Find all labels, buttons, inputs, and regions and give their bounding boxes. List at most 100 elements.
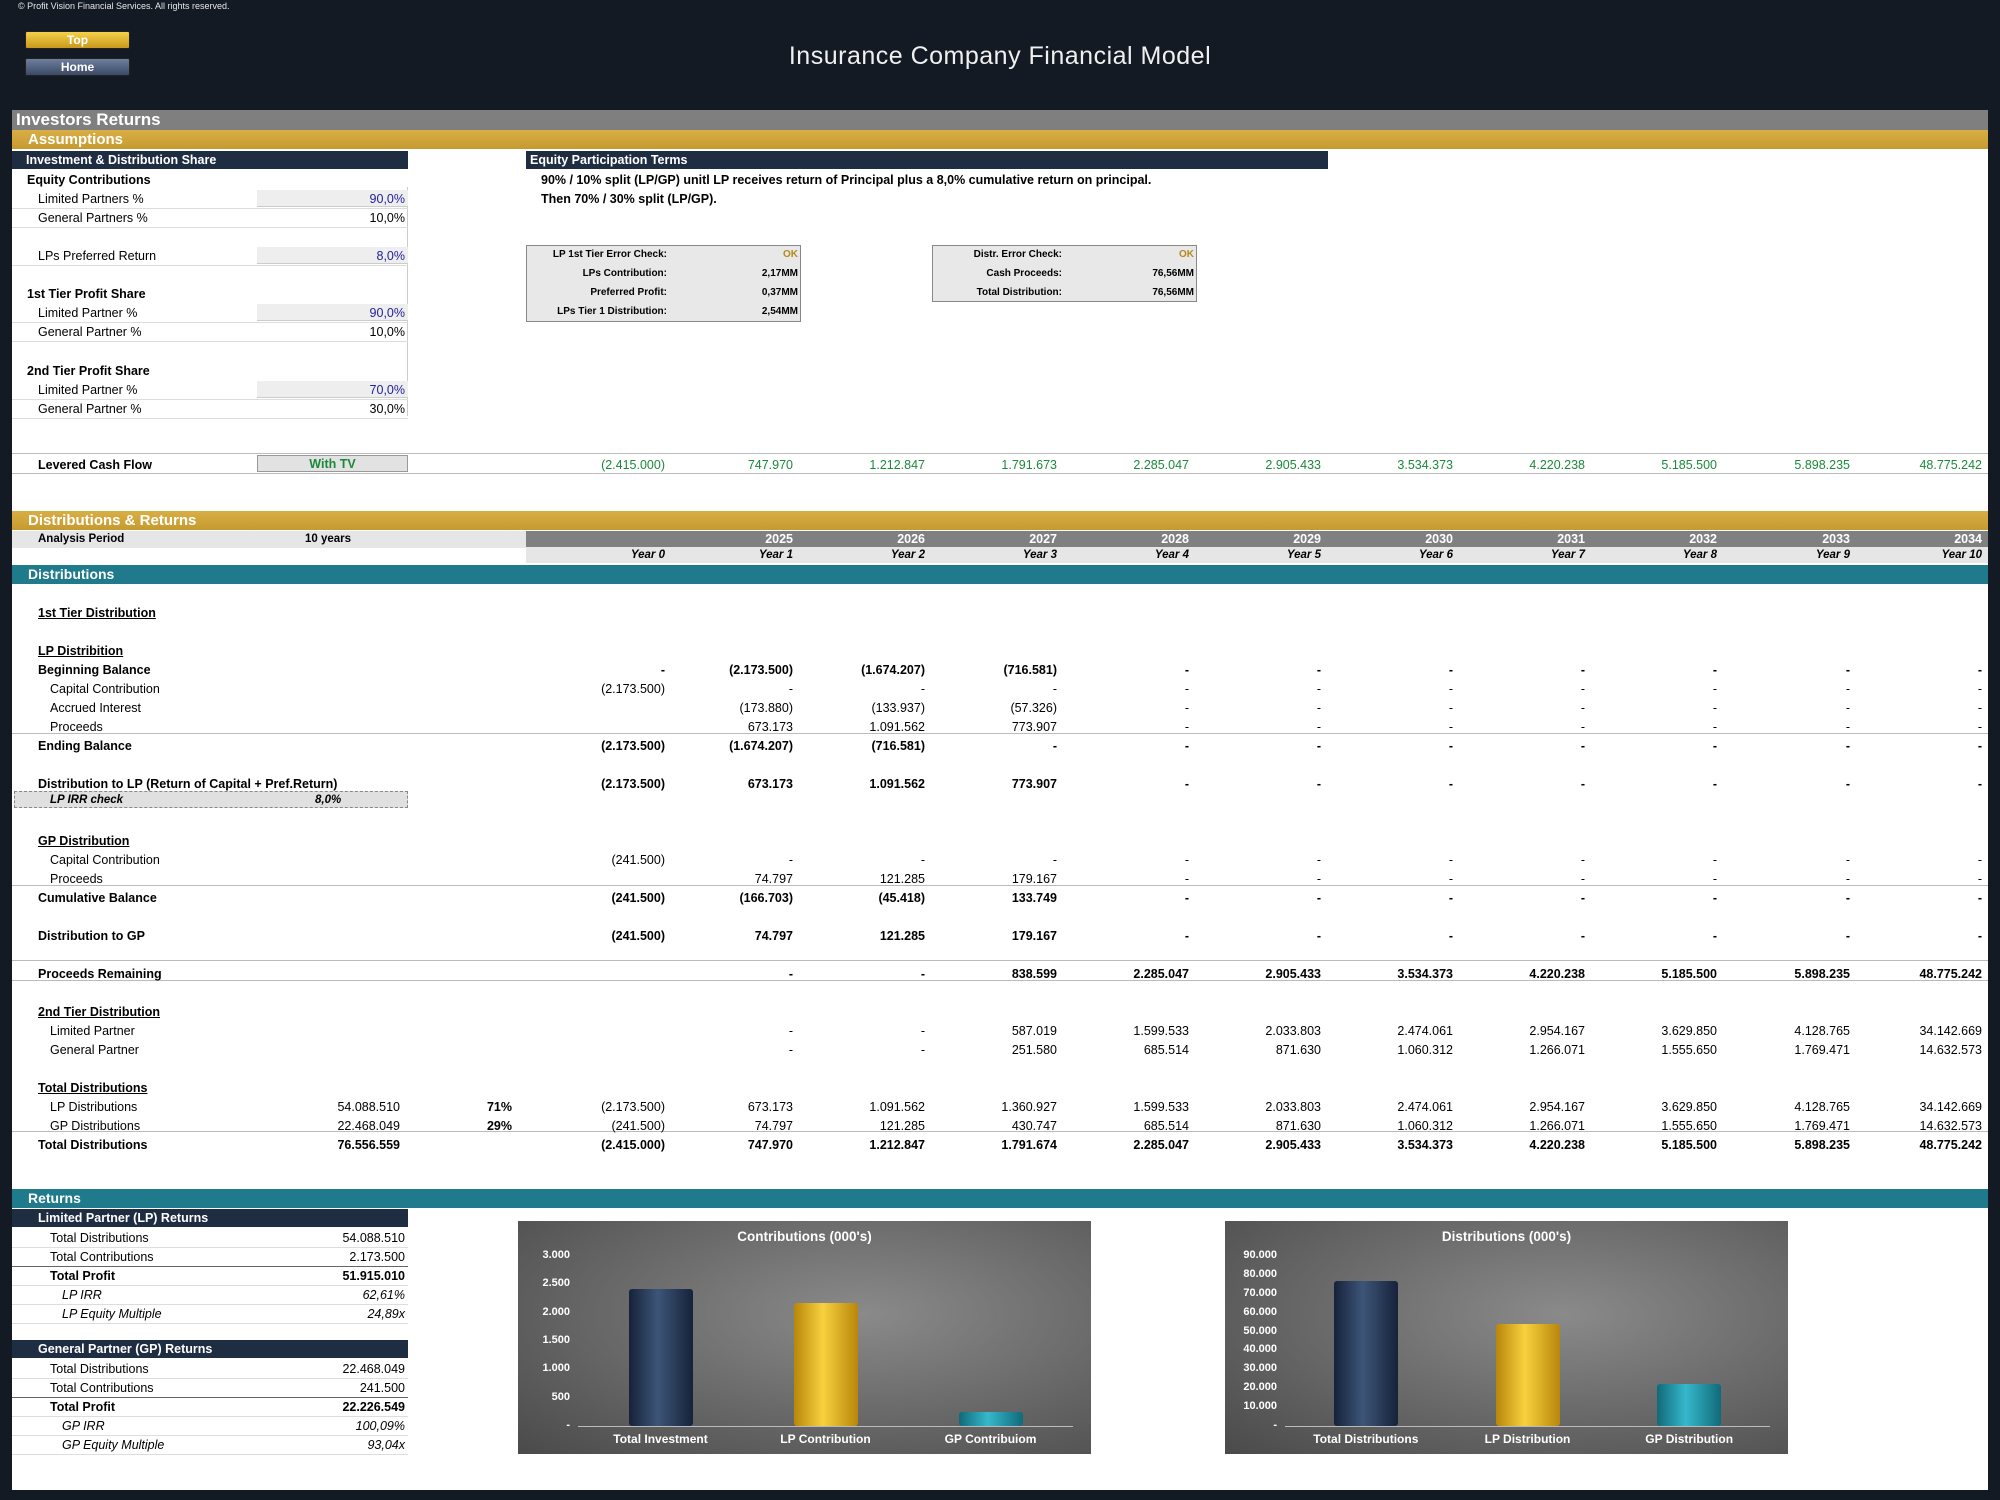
value-cell: -	[1580, 739, 1585, 753]
value-cell: (716.581)	[871, 739, 925, 753]
value-cell: -	[1845, 872, 1850, 886]
row-label: Proceeds Remaining	[38, 967, 162, 981]
row-label: LP Distributions	[50, 1100, 138, 1114]
y-tick-label: -	[1273, 1419, 1277, 1431]
levered-option-select[interactable]: With TV	[257, 455, 408, 472]
input-cell[interactable]	[257, 190, 408, 207]
value-cell: (241.500)	[611, 929, 665, 943]
value-cell: -	[1316, 929, 1321, 943]
check-label: Cash Proceeds:	[986, 268, 1062, 279]
check-label: LPs Contribution:	[582, 268, 667, 279]
value-cell: 1.555.650	[1661, 1119, 1717, 1133]
equity-terms-line2: Then 70% / 30% split (LP/GP).	[541, 192, 717, 206]
value-cell: (2.415.000)	[601, 458, 665, 472]
value-cell: -	[1977, 929, 1982, 943]
check-value: 76,56MM	[1152, 287, 1194, 298]
returns-value: 100,09%	[355, 1419, 405, 1433]
gp-returns-header: General Partner (GP) Returns	[12, 1340, 408, 1358]
check-label: Distr. Error Check:	[973, 249, 1062, 260]
value-cell: 2.285.047	[1133, 967, 1189, 981]
value-cell: -	[1712, 929, 1717, 943]
value-cell: (241.500)	[611, 891, 665, 905]
bar	[793, 1302, 858, 1426]
value-cell: 1.091.562	[869, 720, 925, 734]
check-label: Total Distribution:	[976, 287, 1062, 298]
equity-participation-header: Equity Participation Terms	[526, 151, 1328, 169]
input-cell[interactable]	[257, 304, 408, 321]
value-cell: -	[1448, 663, 1453, 677]
value-cell: 1.266.071	[1529, 1119, 1585, 1133]
home-button[interactable]: Home	[25, 58, 130, 76]
year-index: Year 3	[1022, 549, 1057, 561]
value-cell: -	[1580, 929, 1585, 943]
value-cell: -	[1184, 739, 1189, 753]
row-divider	[12, 1454, 408, 1455]
value-cell: -	[1448, 891, 1453, 905]
value-cell: -	[1712, 777, 1717, 791]
value-cell: 179.167	[1011, 872, 1057, 886]
gp-distribution-title: GP Distribution	[38, 834, 130, 848]
row-label: Total Distributions	[38, 1138, 148, 1152]
value-cell: 4.220.238	[1529, 1138, 1585, 1152]
value-cell: 5.185.500	[1661, 1138, 1717, 1152]
row-divider	[12, 208, 408, 209]
row-label: Proceeds	[50, 720, 103, 734]
row-divider	[12, 1323, 408, 1324]
returns-value: 24,89x	[367, 1307, 405, 1321]
value-cell: (241.500)	[611, 1119, 665, 1133]
value-cell: 1.060.312	[1397, 1043, 1453, 1057]
value-cell: 2.285.047	[1133, 458, 1189, 472]
value-cell: -	[1316, 853, 1321, 867]
value-cell: 121.285	[879, 929, 925, 943]
year-index: Year 0	[630, 549, 665, 561]
input-cell[interactable]	[257, 247, 408, 264]
value-cell: 5.898.235	[1794, 458, 1850, 472]
top-button[interactable]: Top	[25, 31, 130, 49]
value-cell: 747.970	[747, 458, 793, 472]
value-cell: 4.220.238	[1529, 967, 1585, 981]
value-cell: -	[1580, 682, 1585, 696]
year-label: 2030	[1425, 532, 1453, 546]
value-cell: -	[1316, 872, 1321, 886]
row-divider	[12, 1397, 408, 1398]
value-cell: (2.415.000)	[601, 1138, 665, 1152]
value-cell: -	[1845, 663, 1850, 677]
value-cell: 1.266.071	[1529, 1043, 1585, 1057]
value-cell: 2.474.061	[1397, 1024, 1453, 1038]
assumption-input[interactable]: 8,0%	[376, 249, 406, 263]
y-tick-label: 2.500	[542, 1277, 570, 1290]
value-cell: -	[1184, 853, 1189, 867]
row-divider	[12, 1378, 408, 1379]
value-cell: -	[1184, 872, 1189, 886]
year-label: 2034	[1954, 532, 1982, 546]
assumption-input[interactable]: 90,0%	[369, 192, 405, 206]
row-divider	[12, 1416, 408, 1417]
row-divider	[12, 265, 408, 266]
value-cell: -	[1977, 663, 1982, 677]
value-cell: -	[1845, 853, 1850, 867]
value-cell: -	[1052, 682, 1057, 696]
value-cell: 1.599.533	[1133, 1100, 1189, 1114]
value-cell: (133.937)	[871, 701, 925, 715]
value-cell: 773.907	[1011, 720, 1057, 734]
row-divider	[12, 1285, 408, 1286]
value-cell: 747.970	[747, 1138, 793, 1152]
value-cell: -	[1977, 853, 1982, 867]
returns-label: Total Profit	[50, 1269, 116, 1283]
value-cell: 3.534.373	[1397, 967, 1453, 981]
input-cell[interactable]	[257, 381, 408, 398]
value-cell: 2.905.433	[1265, 458, 1321, 472]
value-cell: 121.285	[879, 1119, 925, 1133]
x-tick-label: LP Contribution	[780, 1432, 871, 1446]
tier1-profit-share-label: 1st Tier Profit Share	[27, 287, 146, 301]
assumption-input[interactable]: 90,0%	[369, 306, 405, 320]
y-tick-label: 3.000	[542, 1249, 570, 1261]
value-cell: 773.907	[1011, 777, 1057, 791]
row-divider	[12, 1266, 408, 1267]
lp-irr-check-label: LP IRR check	[50, 794, 124, 806]
value-cell: 2.905.433	[1265, 967, 1321, 981]
value-cell: -	[1712, 739, 1717, 753]
assumption-input[interactable]: 70,0%	[369, 383, 405, 397]
distributions-chart: Distributions (000's) 90.000 80.000 70.000…	[1225, 1221, 1788, 1454]
check-value: OK	[1179, 249, 1194, 260]
